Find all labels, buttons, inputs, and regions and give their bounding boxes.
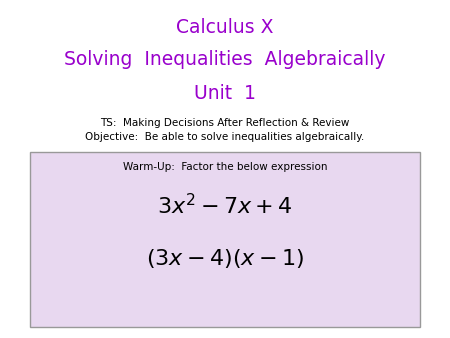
- Text: Calculus X: Calculus X: [176, 18, 274, 37]
- Text: TS:  Making Decisions After Reflection & Review: TS: Making Decisions After Reflection & …: [100, 118, 350, 128]
- Text: $3x^2 - 7x + 4$: $3x^2 - 7x + 4$: [157, 194, 293, 219]
- Text: Unit  1: Unit 1: [194, 84, 256, 103]
- Text: $(3x - 4)(x - 1)$: $(3x - 4)(x - 1)$: [146, 247, 304, 270]
- FancyBboxPatch shape: [30, 152, 420, 327]
- Text: Warm-Up:  Factor the below expression: Warm-Up: Factor the below expression: [123, 162, 327, 172]
- Text: Solving  Inequalities  Algebraically: Solving Inequalities Algebraically: [64, 50, 386, 69]
- Text: Objective:  Be able to solve inequalities algebraically.: Objective: Be able to solve inequalities…: [86, 132, 365, 142]
